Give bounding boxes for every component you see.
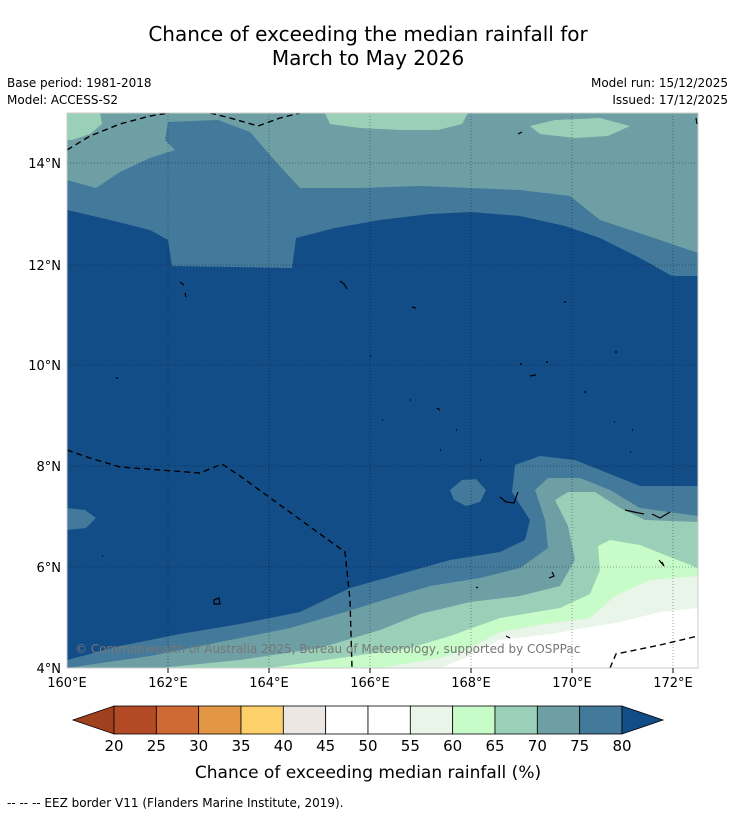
eez-footnote: -- -- -- EEZ border V11 (Flanders Marine…: [7, 796, 344, 810]
colorbar-tick-label: 40: [274, 737, 293, 755]
colorbar-tick-label: 70: [528, 737, 547, 755]
islands: [102, 117, 698, 639]
colorbar-low-arrow: [71, 705, 115, 735]
colorbar-tick-label: 25: [147, 737, 166, 755]
colorbar-tick-label: 75: [570, 737, 589, 755]
band-75-patch-central: [450, 479, 486, 506]
colorbar-cell: [155, 705, 200, 735]
band-65-70-north-a: [325, 113, 468, 130]
colorbar-title: Chance of exceeding median rainfall (%): [195, 763, 541, 783]
lon-label: 166°E: [350, 676, 390, 691]
colorbar-tick-label: 60: [443, 737, 462, 755]
map-title-line1: Chance of exceeding the median rainfall …: [148, 22, 588, 46]
lat-label: 6°N: [37, 561, 62, 576]
model-run: Model run: 15/12/2025: [590, 76, 728, 90]
colorbar-cell: [452, 705, 496, 735]
colorbar-cell: [325, 705, 369, 735]
band-75-patch-west: [67, 508, 96, 530]
lat-label: 4°N: [37, 662, 62, 677]
issued-date: Issued: 17/12/2025: [612, 93, 728, 107]
band-65-70-north-b: [530, 118, 630, 138]
latitude-labels: 14°N 12°N 10°N 8°N 6°N 4°N: [28, 157, 61, 677]
lat-label: 12°N: [28, 259, 61, 274]
colorbar-cell: [367, 705, 411, 735]
model-name: Model: ACCESS-S2: [7, 93, 119, 107]
lat-label: 8°N: [37, 460, 62, 475]
lat-label: 14°N: [28, 157, 61, 172]
band-65-70-north-c: [67, 113, 102, 140]
band-45-55: [440, 608, 698, 668]
lon-label: 162°E: [148, 676, 188, 691]
colorbar-cell: [409, 705, 454, 735]
colorbar-tick-label: 50: [358, 737, 377, 755]
lon-label: 170°E: [552, 676, 592, 691]
colorbar-tick-label: 20: [104, 737, 123, 755]
colorbar-tick-label: 80: [612, 737, 631, 755]
axis-ticks: [167, 668, 674, 673]
colorbar-cell: [536, 705, 581, 735]
lon-label: 160°E: [47, 676, 87, 691]
colorbar-cell: [240, 705, 284, 735]
band-70-75-north: [67, 113, 698, 253]
colorbar-tick-label: 30: [189, 737, 208, 755]
longitude-labels: 160°E 162°E 164°E 166°E 168°E 170°E 172°…: [47, 676, 693, 691]
colorbar-cell: [198, 705, 242, 735]
colorbar: 20 25 30 35 40 45 50 55 60 65 70 75 80: [71, 705, 665, 755]
map-title-line2: March to May 2026: [271, 46, 465, 70]
colorbar-tick-labels: 20 25 30 35 40 45 50 55 60 65 70 75 80: [104, 737, 631, 755]
lon-label: 164°E: [249, 676, 289, 691]
colorbar-tick-label: 35: [231, 737, 250, 755]
graticule: [67, 113, 698, 668]
colorbar-cell: [494, 705, 538, 735]
colorbar-cell: [113, 705, 157, 735]
rainfall-map: © Commonwealth of Australia 2025, Bureau…: [67, 113, 698, 668]
colorbar-cells: [113, 705, 623, 735]
colorbar-cell: [579, 705, 623, 735]
colorbar-cell: [282, 705, 327, 735]
colorbar-tick-label: 65: [485, 737, 504, 755]
colorbar-high-arrow: [621, 705, 665, 735]
colorbar-tick-label: 55: [401, 737, 420, 755]
lon-label: 172°E: [653, 676, 693, 691]
base-period: Base period: 1981-2018: [7, 76, 152, 90]
colorbar-tick-label: 45: [316, 737, 335, 755]
eez-borders: [67, 113, 698, 668]
copyright-notice: © Commonwealth of Australia 2025, Bureau…: [75, 642, 580, 656]
lon-label: 168°E: [451, 676, 491, 691]
lat-label: 10°N: [28, 359, 61, 374]
map-frame: [66, 112, 699, 669]
